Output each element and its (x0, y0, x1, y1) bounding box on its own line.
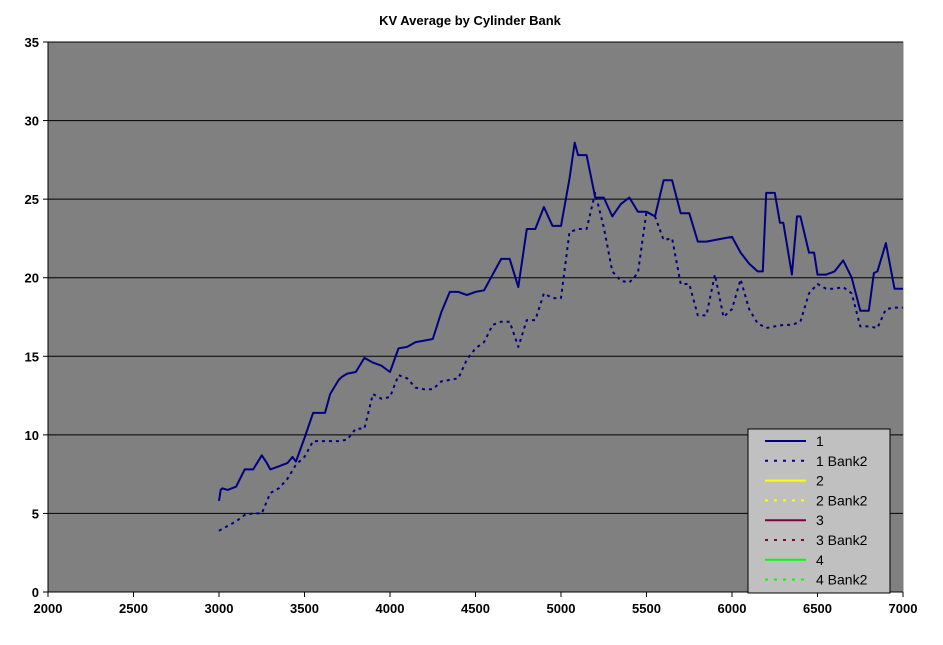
x-tick-label-2: 3000 (205, 601, 234, 616)
y-tick-label-3: 15 (25, 349, 39, 364)
y-tick-label-7: 35 (25, 35, 39, 50)
series-line-1 (218, 191, 903, 532)
legend-label-0: 1 (816, 433, 824, 449)
legend: 1 1 Bank2 2 2 Bank2 3 3 Bank2 4 4 Bank2 (747, 428, 891, 594)
x-tick-label-7: 5500 (632, 601, 661, 616)
x-tick-label-1: 2500 (119, 601, 148, 616)
x-axis-ticks: 2000 2500 3000 3500 4000 4500 5000 5500 6000 6500… (34, 591, 918, 616)
series-line-0 (218, 141, 903, 502)
y-tick-label-0: 0 (32, 585, 39, 600)
y-tick-label-6: 30 (25, 114, 39, 129)
x-tick-label-4: 4000 (376, 601, 405, 616)
legend-label-4: 3 (816, 512, 824, 528)
y-tick-label-1: 5 (32, 506, 39, 521)
x-tick-label-3: 3500 (290, 601, 319, 616)
legend-label-7: 4 Bank2 (816, 572, 868, 588)
legend-label-3: 2 Bank2 (816, 492, 868, 508)
y-axis-ticks: 0 5 10 15 20 25 30 35 (25, 35, 49, 600)
x-tick-label-8: 6000 (718, 601, 747, 616)
legend-label-2: 2 (816, 473, 824, 489)
x-tick-label-5: 4500 (461, 601, 490, 616)
x-tick-label-0: 2000 (34, 601, 63, 616)
legend-label-6: 4 (816, 552, 824, 568)
y-tick-label-4: 20 (25, 271, 39, 286)
chart-title: KV Average by Cylinder Bank (379, 13, 562, 28)
legend-label-1: 1 Bank2 (816, 453, 868, 469)
series-lines (218, 141, 903, 532)
x-tick-label-10: 7000 (889, 601, 918, 616)
y-tick-label-5: 25 (25, 192, 39, 207)
legend-label-5: 3 Bank2 (816, 532, 868, 548)
y-tick-label-2: 10 (25, 428, 39, 443)
x-tick-label-6: 5000 (547, 601, 576, 616)
legend-box (747, 428, 891, 594)
x-tick-label-9: 6500 (803, 601, 832, 616)
